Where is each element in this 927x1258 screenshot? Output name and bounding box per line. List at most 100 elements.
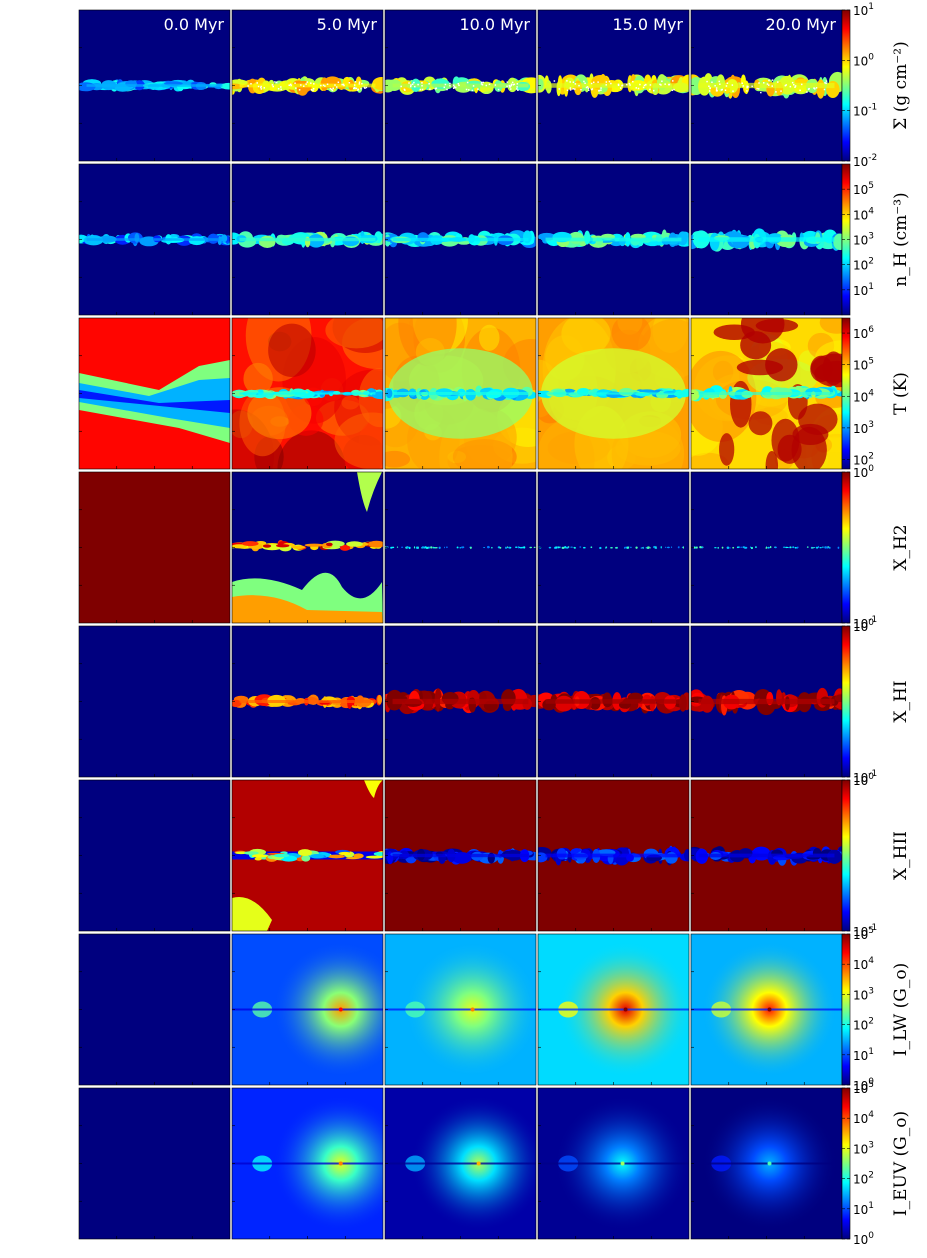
panel-IEUV-0 <box>79 1088 230 1239</box>
dense-clump <box>480 83 483 85</box>
panel-IEUV-1 <box>232 1088 383 1239</box>
dense-clump <box>566 80 568 82</box>
dense-clump <box>587 87 590 90</box>
disk-midplane <box>545 699 682 704</box>
column-title: 10.0 Myr <box>459 15 530 34</box>
dense-clump <box>453 86 456 89</box>
disk-structure <box>677 231 688 246</box>
dense-clump <box>429 88 431 91</box>
panel-ticks <box>538 971 652 1085</box>
disk-structure <box>491 546 493 549</box>
panel-frame <box>231 163 384 316</box>
dense-clump <box>312 87 315 90</box>
disk-structure <box>559 546 561 549</box>
dense-clump <box>639 83 641 86</box>
colorbar-tick-label: 102 <box>853 257 874 273</box>
colorbar-label: I_LW (G_o) <box>891 963 911 1056</box>
panel-sigma-4 <box>691 10 842 161</box>
colorbar-tick-label: 100 <box>853 464 874 480</box>
disk-structure <box>444 546 446 549</box>
disk-structure <box>584 230 591 245</box>
dense-clump <box>300 84 302 86</box>
panel-ticks <box>79 1125 193 1239</box>
dense-clump <box>288 84 291 86</box>
panel-ticks <box>79 201 193 315</box>
colorbar-tick-label: 105 <box>853 181 874 197</box>
field-structure <box>611 318 651 352</box>
dense-clump <box>709 87 711 90</box>
disk-shadow <box>691 1162 842 1165</box>
disk-structure <box>564 546 567 549</box>
disk-structure <box>519 547 523 549</box>
panel-frame <box>537 933 690 1086</box>
dense-clump <box>813 87 815 90</box>
panel-frame <box>78 9 231 162</box>
dense-clump <box>566 89 569 92</box>
dense-clump <box>290 84 292 87</box>
disk-structure <box>421 546 425 549</box>
dense-clump <box>569 89 572 91</box>
dense-clump <box>482 81 484 84</box>
panel-sigma-2 <box>385 10 536 161</box>
disk-structure <box>538 852 548 863</box>
dense-clump <box>590 82 593 85</box>
panel-ticks <box>232 817 346 931</box>
molecular-plume <box>357 472 382 512</box>
disk-structure <box>717 546 719 549</box>
colorbar-tick-label: 10-2 <box>853 153 877 169</box>
panel-ILW-1 <box>232 934 383 1085</box>
disk-midplane <box>698 82 835 89</box>
dense-clump <box>731 84 734 86</box>
panel-ticks <box>385 817 499 931</box>
disk-structure <box>794 546 797 549</box>
dense-clump <box>303 85 305 87</box>
disk-structure <box>579 546 582 548</box>
hot-bubble <box>765 451 779 469</box>
panel-nH-2 <box>385 164 536 315</box>
dense-clump <box>341 83 343 86</box>
panel-T-2 <box>385 318 536 469</box>
disk-structure <box>817 545 820 549</box>
panel-xHI-4 <box>691 626 842 777</box>
disk-midplane <box>239 392 376 395</box>
disk-structure <box>796 547 798 549</box>
dense-clump <box>428 82 430 85</box>
dense-clump <box>260 86 262 89</box>
dense-clump <box>320 84 322 87</box>
dense-clump <box>449 82 451 85</box>
colorbar-tick-label: 106 <box>853 325 874 341</box>
dense-clump <box>360 87 362 90</box>
dense-clump <box>671 89 674 92</box>
dense-clump <box>468 89 470 91</box>
panel-nH-4 <box>691 164 842 315</box>
dense-clump <box>364 87 366 89</box>
colorbar-tick-label: 10-1 <box>853 103 877 119</box>
disk-structure <box>326 542 333 547</box>
dense-clump <box>649 84 652 86</box>
colorbar-tick-label: 103 <box>853 986 874 1002</box>
disk-structure <box>811 547 814 549</box>
panel-xHII-0 <box>79 780 230 931</box>
disk-midplane <box>698 853 835 858</box>
hot-bubble <box>719 433 735 466</box>
dense-clump <box>823 88 826 91</box>
colorbar-label: I_EUV (G_o) <box>891 1111 911 1216</box>
panel-ticks <box>385 971 499 1085</box>
dense-clump <box>250 82 252 85</box>
dense-clump <box>343 84 345 87</box>
disk-structure <box>296 80 309 96</box>
disk-shadow <box>385 1008 536 1011</box>
field-structure <box>325 318 383 349</box>
dense-clump <box>760 91 762 94</box>
panel-T-3 <box>538 318 689 469</box>
disk-structure <box>533 546 536 549</box>
panel-fill <box>79 472 230 623</box>
dense-clump <box>517 89 519 92</box>
disk-shadow <box>385 1162 536 1165</box>
disk-structure <box>487 545 490 549</box>
dense-clump <box>635 87 638 89</box>
source-peak <box>767 1007 772 1012</box>
disk-structure <box>714 547 717 549</box>
